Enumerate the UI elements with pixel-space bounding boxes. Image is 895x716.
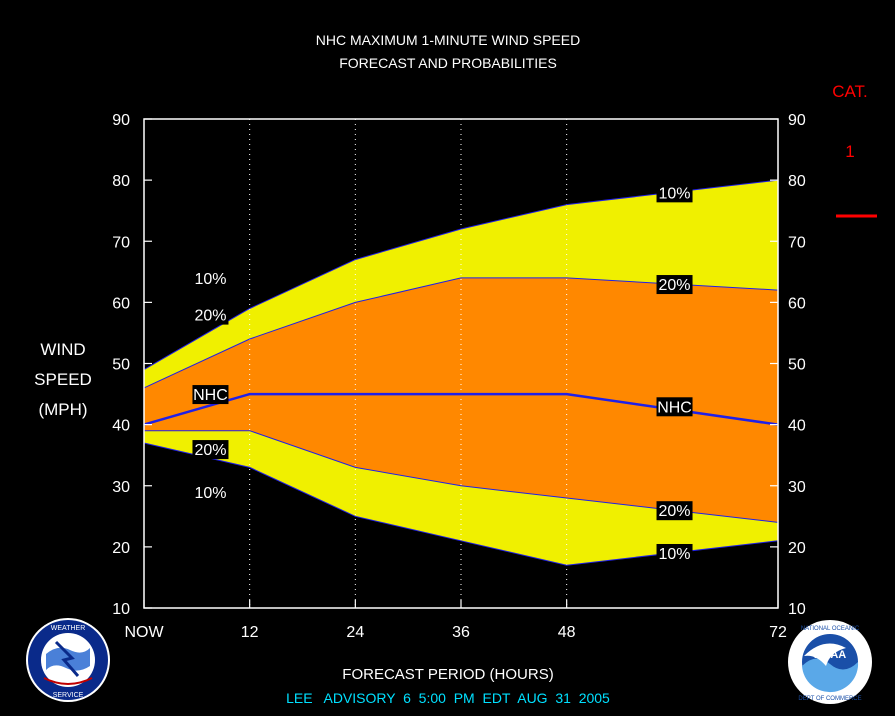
category-value: 1 [845, 142, 854, 161]
noaa-logo-icon: NOAA NATIONAL OCEANIC DEPT OF COMMERCE [788, 620, 872, 704]
category-header: CAT. [832, 82, 868, 101]
series-label: 20% [192, 440, 229, 460]
x-tick-label: NOW [124, 624, 164, 641]
svg-text:NATIONAL OCEANIC: NATIONAL OCEANIC [801, 626, 860, 632]
y-tick-label-left: 90 [112, 112, 130, 129]
series-label: NHC [656, 397, 693, 417]
series-label-box [656, 183, 693, 203]
svg-text:SERVICE: SERVICE [53, 692, 84, 699]
series-label-box [192, 305, 229, 325]
series-label-text: 20% [659, 277, 691, 294]
series-label-box [192, 440, 229, 460]
series-line-lower-4 [143, 442, 779, 566]
series-label: 20% [192, 305, 229, 325]
y-tick-label-right: 80 [788, 173, 806, 190]
y-tick-label-right: 20 [788, 540, 806, 557]
series-label-box [656, 501, 693, 521]
x-axis-label: FORECAST PERIOD (HOURS) [342, 666, 553, 683]
inner-probability-band [144, 277, 778, 523]
series-label-box [656, 397, 693, 417]
series-label-box [656, 543, 693, 563]
y-tick-label-right: 50 [788, 357, 806, 374]
series-labels: 10% 20% NHC 20% 10% 10% 20% NHC 20% 10% [192, 183, 693, 563]
advisory-footer: LEE ADVISORY 6 5:00 PM EDT AUG 31 2005 [286, 690, 610, 706]
series-label-text: 20% [659, 503, 691, 520]
series-label-text: 10% [194, 271, 226, 288]
series-label-box [192, 268, 229, 288]
y-tick-label-left: 80 [112, 173, 130, 190]
series-label: 20% [656, 501, 693, 521]
series-label-box [656, 275, 693, 295]
svg-text:WEATHER: WEATHER [51, 625, 85, 632]
x-tick-label: 72 [769, 624, 787, 641]
series-label-text: 10% [659, 546, 691, 563]
y-tick-label-left: 50 [112, 357, 130, 374]
series-line-forecast-2 [143, 392, 779, 426]
series-lines [143, 179, 779, 566]
y-tick-label-left: 70 [112, 234, 130, 251]
x-axis-ticks: NOW 12 24 36 48 72 [124, 600, 787, 641]
y-tick-label-right: 90 [788, 112, 806, 129]
y-tick-label-left: 60 [112, 295, 130, 312]
y-tick-label-left: 20 [112, 540, 130, 557]
series-label: NHC [192, 385, 229, 405]
y-axis-label-line-2: SPEED [34, 370, 92, 389]
svg-text:DEPT OF COMMERCE: DEPT OF COMMERCE [798, 696, 861, 702]
series-label: 10% [656, 183, 693, 203]
y-tick-label-left: 30 [112, 479, 130, 496]
series-label: 10% [656, 543, 693, 563]
series-line-upper-1 [143, 277, 779, 389]
x-tick-label: 12 [241, 624, 259, 641]
series-label-box [192, 385, 229, 405]
series-label-text: NHC [193, 387, 228, 404]
series-label: 10% [192, 482, 229, 502]
svg-text:NOAA: NOAA [814, 649, 846, 661]
y-tick-label-right: 30 [788, 479, 806, 496]
x-tick-label: 24 [346, 624, 364, 641]
x-tick-label: 36 [452, 624, 470, 641]
y-tick-label-right: 40 [788, 418, 806, 435]
series-label-text: 10% [194, 485, 226, 502]
nws-logo-icon: WEATHER SERVICE [26, 618, 110, 702]
y-axis-ticks: 10 10 20 20 30 30 40 40 50 50 60 60 70 70 80 80 90 90 [112, 112, 806, 618]
y-tick-label-right: 70 [788, 234, 806, 251]
series-label-text: 10% [659, 185, 691, 202]
y-tick-label-left: 10 [112, 601, 130, 618]
series-label-text: 20% [194, 442, 226, 459]
series-label-text: NHC [657, 399, 692, 416]
series-label-text: 20% [194, 308, 226, 325]
y-axis-label-line-3: (MPH) [38, 400, 87, 419]
chart-title-line-1: NHC MAXIMUM 1-MINUTE WIND SPEED [316, 32, 580, 48]
chart-title-line-2: FORECAST AND PROBABILITIES [339, 55, 557, 71]
y-axis-label-line-1: WIND [40, 340, 85, 359]
series-line-lower-3 [144, 430, 779, 523]
probability-bands [144, 180, 778, 566]
series-label: 10% [192, 268, 229, 288]
y-tick-label-right: 10 [788, 601, 806, 618]
y-tick-label-left: 40 [112, 418, 130, 435]
series-line-upper-0 [143, 179, 779, 371]
series-label-box [192, 482, 229, 502]
y-tick-label-right: 60 [788, 295, 806, 312]
x-tick-label: 48 [558, 624, 576, 641]
series-label: 20% [656, 275, 693, 295]
